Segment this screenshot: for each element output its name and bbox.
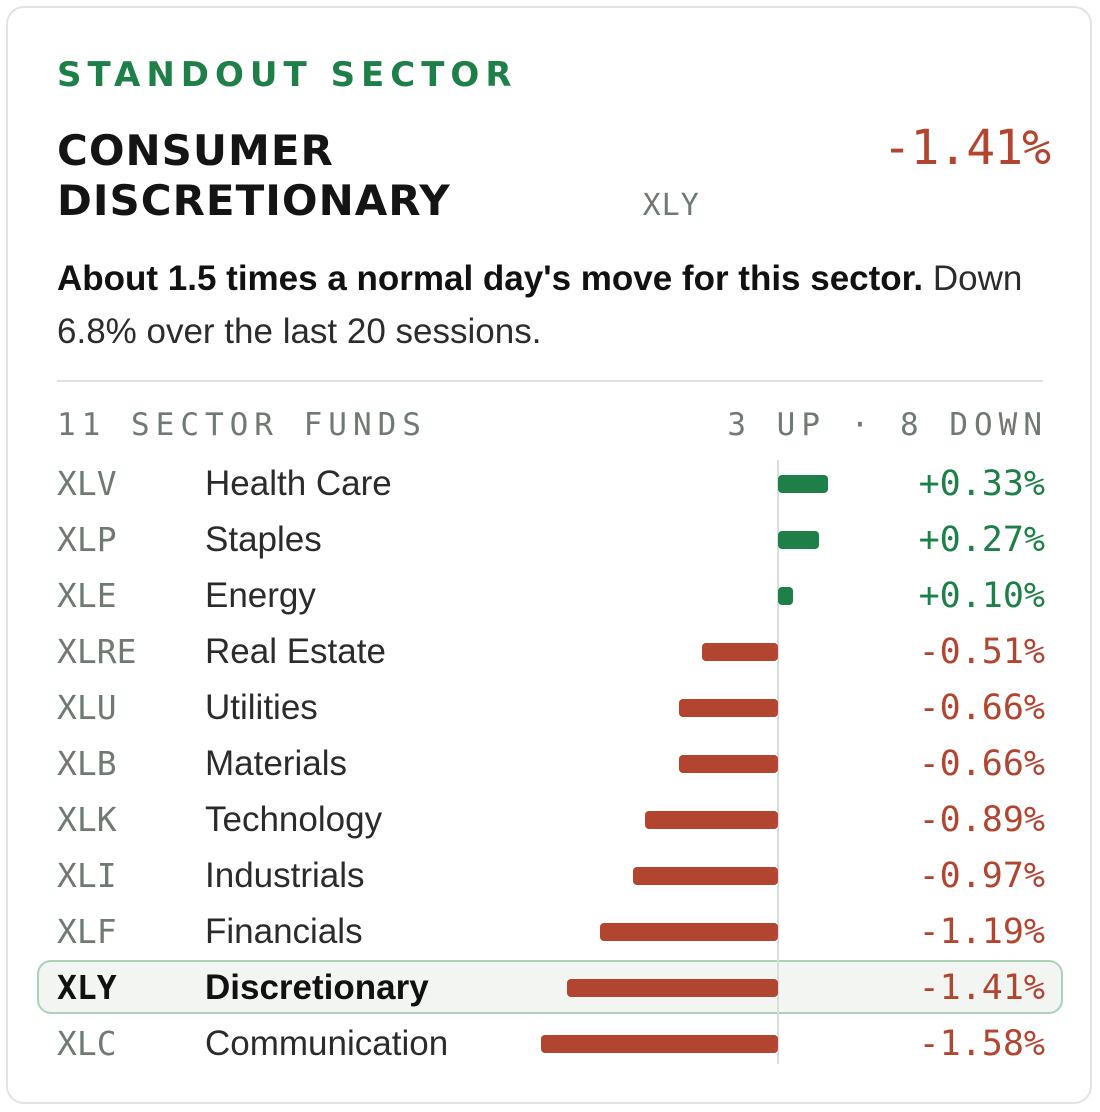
row-change-value: +0.33% <box>918 464 1045 504</box>
row-sector-name: Energy <box>205 576 316 615</box>
row-bar <box>566 979 778 997</box>
row-ticker: XLF <box>57 912 117 951</box>
divider <box>57 380 1043 382</box>
row-sector-name: Discretionary <box>205 968 429 1007</box>
row-bar <box>778 587 793 605</box>
row-sector-name: Real Estate <box>205 632 386 671</box>
row-bar <box>599 923 778 941</box>
row-bar <box>679 755 778 773</box>
row-bar <box>778 531 819 549</box>
row-ticker: XLI <box>57 856 117 895</box>
row-sector-name: Staples <box>205 520 322 559</box>
row-ticker: XLY <box>57 968 117 1007</box>
row-bar <box>644 811 778 829</box>
row-ticker: XLE <box>57 576 117 615</box>
row-ticker: XLP <box>57 520 117 559</box>
row-ticker: XLC <box>57 1024 117 1063</box>
row-sector-name: Utilities <box>205 688 318 727</box>
sector-row: XLK Technology -0.89% <box>0 792 1100 848</box>
row-ticker: XLRE <box>57 632 137 671</box>
row-bar <box>679 699 778 717</box>
row-ticker: XLU <box>57 688 117 727</box>
sector-row: XLE Energy +0.10% <box>0 568 1100 624</box>
row-change-value: -1.19% <box>918 912 1045 952</box>
row-change-value: -1.41% <box>918 968 1045 1008</box>
row-change-value: -0.89% <box>918 800 1045 840</box>
row-bar <box>541 1035 778 1053</box>
sector-row: XLC Communication -1.58% <box>0 1016 1100 1072</box>
sector-row: XLY Discretionary -1.41% <box>0 960 1100 1016</box>
eyebrow-label: STANDOUT SECTOR <box>57 55 518 95</box>
sector-card <box>6 6 1092 1104</box>
row-change-value: -0.66% <box>918 744 1045 784</box>
row-sector-name: Materials <box>205 744 347 783</box>
row-bar <box>701 643 778 661</box>
sector-change: -1.41% <box>882 120 1051 176</box>
row-change-value: -0.66% <box>918 688 1045 728</box>
sector-row: XLU Utilities -0.66% <box>0 680 1100 736</box>
row-change-value: -1.58% <box>918 1024 1045 1064</box>
row-sector-name: Communication <box>205 1024 449 1063</box>
sector-title: CONSUMER DISCRETIONARY XLY <box>57 126 700 231</box>
row-change-value: -0.51% <box>918 632 1045 672</box>
row-bar <box>778 475 828 493</box>
sector-row: XLV Health Care +0.33% <box>0 456 1100 512</box>
row-change-value: +0.10% <box>918 576 1045 616</box>
fund-count-label: 11 SECTOR FUNDS <box>57 407 427 443</box>
row-ticker: XLV <box>57 464 117 503</box>
zero-axis <box>777 460 779 1064</box>
sector-ticker: XLY <box>642 188 700 223</box>
row-ticker: XLK <box>57 800 117 839</box>
row-sector-name: Technology <box>205 800 383 839</box>
sector-row: XLP Staples +0.27% <box>0 512 1100 568</box>
row-sector-name: Industrials <box>205 856 365 895</box>
row-ticker: XLB <box>57 744 117 783</box>
row-change-value: +0.27% <box>918 520 1045 560</box>
sector-row: XLRE Real Estate -0.51% <box>0 624 1100 680</box>
row-sector-name: Financials <box>205 912 363 951</box>
summary-rest: Down 6.8% over the last 20 sessions. <box>57 259 1023 351</box>
row-change-value: -0.97% <box>918 856 1045 896</box>
up-down-count: 3 UP · 8 DOWN <box>727 407 1048 443</box>
sector-row: XLI Industrials -0.97% <box>0 848 1100 904</box>
sector-summary: About 1.5 times a normal day's move for … <box>57 252 1047 358</box>
sector-row: XLB Materials -0.66% <box>0 736 1100 792</box>
highlight-row-frame <box>37 960 1063 1014</box>
sector-name: CONSUMER DISCRETIONARY <box>57 126 451 225</box>
row-sector-name: Health Care <box>205 464 392 503</box>
row-bar <box>632 867 778 885</box>
sector-row: XLF Financials -1.19% <box>0 904 1100 960</box>
summary-bold: About 1.5 times a normal day's move for … <box>57 259 924 298</box>
